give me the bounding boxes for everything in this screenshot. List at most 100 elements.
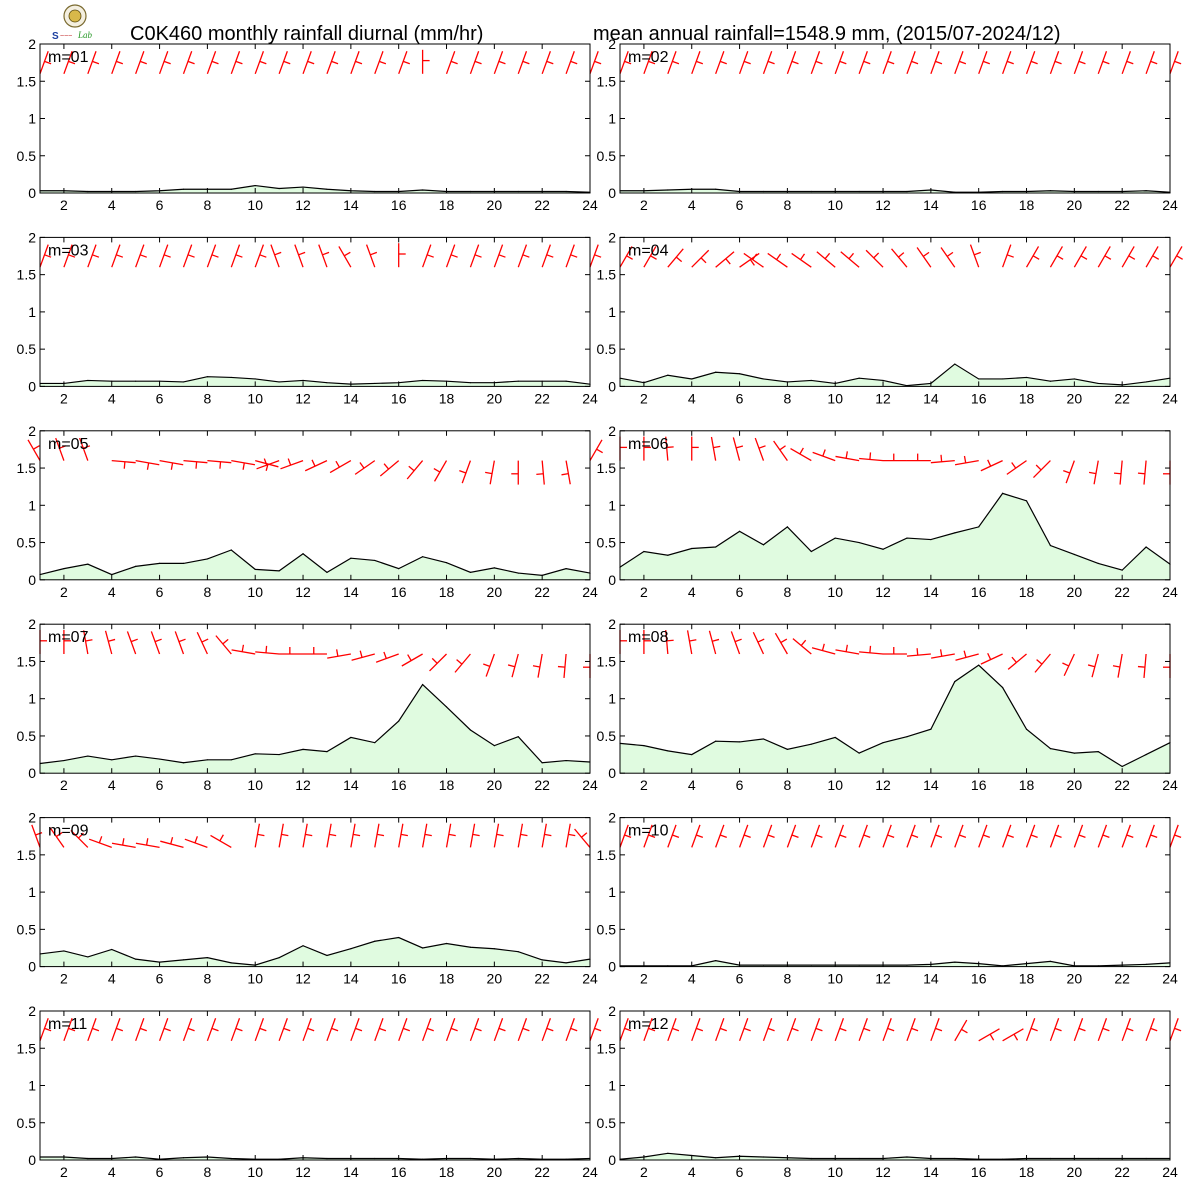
x-tick-label: 14: [343, 971, 359, 987]
y-tick-label: 1: [608, 497, 616, 513]
x-tick-label: 8: [783, 197, 791, 213]
x-tick-label: 2: [640, 390, 648, 406]
y-tick-label: 1.5: [17, 267, 37, 283]
wind-barb: [379, 460, 400, 477]
x-tick-label: 16: [391, 584, 407, 600]
wind-barb: [1025, 824, 1038, 848]
month-label: m=11: [48, 1016, 87, 1033]
wind-barb: [715, 251, 735, 268]
x-tick-label: 14: [923, 584, 939, 600]
wind-barb: [135, 51, 147, 75]
x-tick-label: 8: [203, 1164, 211, 1180]
wind-barb: [160, 837, 184, 849]
y-tick-label: 0.5: [17, 535, 37, 551]
wind-barb: [1025, 1018, 1038, 1042]
wind-barb: [354, 460, 376, 475]
wind-barb: [230, 244, 243, 268]
wind-barb: [329, 460, 352, 474]
y-tick-label: 1.5: [17, 73, 37, 89]
x-tick-label: 22: [534, 390, 550, 406]
y-tick-label: 0: [28, 1152, 36, 1168]
wind-barb: [302, 823, 313, 848]
rain-line: [39, 683, 591, 765]
y-tick-label: 0.5: [17, 1115, 37, 1131]
x-tick-label: 6: [736, 1164, 744, 1180]
rain-area: [40, 185, 590, 193]
wind-barb: [882, 824, 895, 848]
month-label: m=05: [48, 436, 89, 453]
wind-barb: [812, 449, 836, 462]
y-tick-label: 1: [28, 304, 36, 320]
wind-barb: [882, 453, 907, 462]
wind-barb: [304, 459, 328, 472]
x-tick-label: 4: [688, 197, 696, 213]
x-tick-label: 14: [343, 390, 359, 406]
wind-barb: [1025, 246, 1040, 268]
x-tick-label: 4: [688, 777, 696, 793]
rain-line: [619, 492, 1171, 571]
wind-barb: [270, 244, 282, 268]
wind-barb: [1121, 824, 1134, 848]
y-tick-label: 2: [608, 616, 616, 632]
y-tick-label: 0: [608, 378, 616, 394]
wind-barb: [206, 1018, 219, 1042]
wind-barb: [1073, 824, 1086, 848]
wind-barb: [278, 51, 291, 75]
wind-barb: [1169, 246, 1183, 268]
wind-barb: [840, 251, 860, 268]
wind-barb: [882, 1018, 895, 1042]
wind-barb: [182, 1018, 195, 1042]
wind-barb: [351, 650, 375, 661]
y-tick-label: 0.5: [17, 148, 37, 164]
wind-barb: [230, 51, 243, 75]
y-tick-label: 1.5: [597, 847, 617, 863]
wind-barb: [398, 823, 408, 848]
x-tick-label: 4: [688, 390, 696, 406]
x-tick-label: 6: [156, 197, 164, 213]
x-tick-label: 24: [1162, 971, 1178, 987]
wind-barb: [206, 244, 219, 268]
wind-barb: [421, 49, 430, 74]
wind-barb: [1137, 653, 1147, 678]
x-tick-label: 24: [1162, 777, 1178, 793]
x-tick-label: 2: [60, 971, 68, 987]
wind-barb: [421, 1018, 434, 1042]
y-tick-label: 0.5: [597, 148, 617, 164]
x-tick-label: 12: [295, 1164, 311, 1180]
wind-barb: [294, 244, 306, 268]
x-tick-label: 14: [923, 1164, 939, 1180]
wind-barb: [1049, 246, 1064, 268]
wind-barb: [810, 51, 823, 75]
wind-barb: [302, 51, 315, 75]
wind-barb: [643, 246, 657, 268]
x-tick-label: 6: [736, 197, 744, 213]
wind-barb: [338, 246, 352, 268]
wind-barb: [906, 1018, 919, 1042]
wind-barb: [954, 455, 979, 466]
x-tick-label: 22: [1114, 197, 1130, 213]
wind-barb: [445, 1018, 458, 1042]
month-label: m=12: [628, 1016, 669, 1033]
y-tick-label: 2: [28, 1003, 36, 1019]
wind-barb: [433, 460, 448, 482]
wind-barb: [834, 1018, 847, 1042]
wind-barb: [254, 1018, 267, 1042]
x-tick-label: 18: [1019, 971, 1035, 987]
x-tick-label: 10: [827, 584, 843, 600]
x-tick-label: 20: [1067, 777, 1083, 793]
wind-barb: [421, 823, 432, 848]
x-tick-label: 24: [582, 971, 598, 987]
month-label: m=08: [628, 629, 669, 646]
rain-area: [40, 376, 590, 387]
wind-barb: [279, 647, 304, 655]
y-tick-label: 0.5: [17, 921, 37, 937]
x-tick-label: 10: [827, 971, 843, 987]
x-tick-label: 12: [295, 197, 311, 213]
x-tick-label: 4: [108, 584, 116, 600]
x-tick-label: 18: [1019, 390, 1035, 406]
x-tick-label: 4: [688, 971, 696, 987]
y-tick-label: 2: [28, 423, 36, 439]
y-tick-label: 0.5: [17, 341, 37, 357]
wind-barb: [574, 828, 591, 848]
